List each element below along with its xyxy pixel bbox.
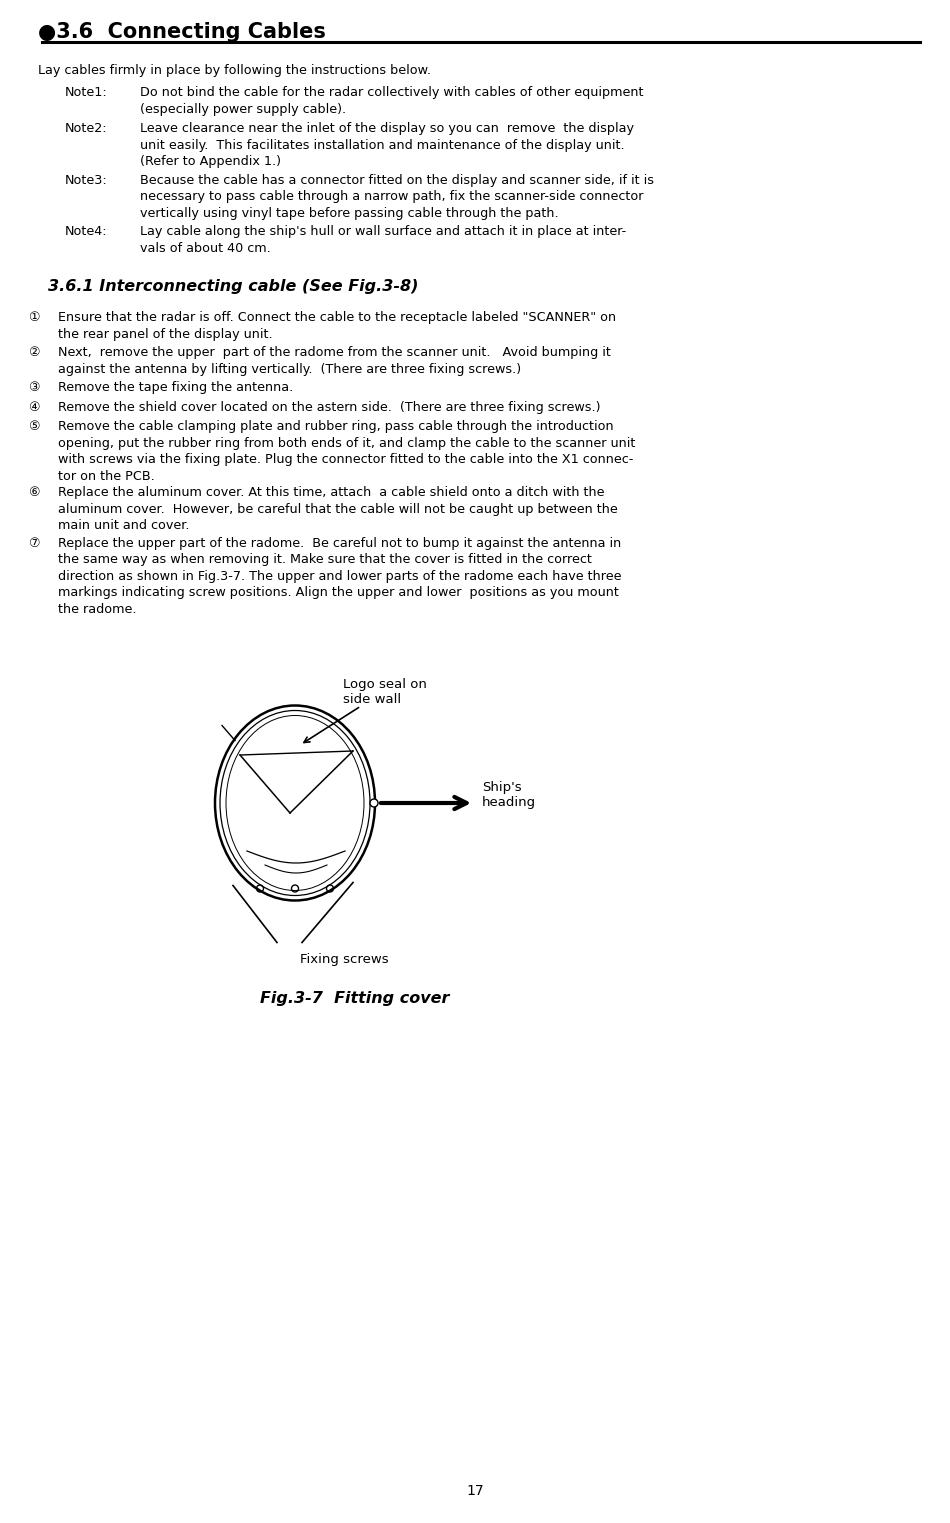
Text: Remove the cable clamping plate and rubber ring, pass cable through the introduc: Remove the cable clamping plate and rubb… xyxy=(58,420,636,483)
Text: Lay cables firmly in place by following the instructions below.: Lay cables firmly in place by following … xyxy=(38,64,431,78)
Text: Replace the aluminum cover. At this time, attach  a cable shield onto a ditch wi: Replace the aluminum cover. At this time… xyxy=(58,486,618,532)
Text: Remove the tape fixing the antenna.: Remove the tape fixing the antenna. xyxy=(58,381,294,394)
Circle shape xyxy=(370,800,378,807)
Text: Next,  remove the upper  part of the radome from the scanner unit.   Avoid bumpi: Next, remove the upper part of the radom… xyxy=(58,346,611,376)
Text: Logo seal on
side wall: Logo seal on side wall xyxy=(343,678,427,707)
Text: Fig.3-7  Fitting cover: Fig.3-7 Fitting cover xyxy=(260,990,449,1005)
Text: Ship's
heading: Ship's heading xyxy=(482,781,536,809)
Text: ⑤: ⑤ xyxy=(28,420,39,433)
Text: ③: ③ xyxy=(28,381,39,394)
Text: ④: ④ xyxy=(28,401,39,414)
Text: Note4:: Note4: xyxy=(65,225,107,238)
Text: Because the cable has a connector fitted on the display and scanner side, if it : Because the cable has a connector fitted… xyxy=(140,174,654,219)
Text: Note1:: Note1: xyxy=(65,85,107,99)
Text: ②: ② xyxy=(28,346,39,359)
Text: Fixing screws: Fixing screws xyxy=(300,952,389,966)
Text: ⑥: ⑥ xyxy=(28,486,39,500)
Text: Do not bind the cable for the radar collectively with cables of other equipment
: Do not bind the cable for the radar coll… xyxy=(140,85,643,116)
Text: Note3:: Note3: xyxy=(65,174,107,186)
Text: Lay cable along the ship's hull or wall surface and attach it in place at inter-: Lay cable along the ship's hull or wall … xyxy=(140,225,626,254)
Text: 17: 17 xyxy=(466,1483,484,1499)
Text: 3.6.1 Interconnecting cable (See Fig.3-8): 3.6.1 Interconnecting cable (See Fig.3-8… xyxy=(48,279,419,294)
Text: ●3.6  Connecting Cables: ●3.6 Connecting Cables xyxy=(38,21,326,43)
Text: ⑦: ⑦ xyxy=(28,536,39,550)
Text: Ensure that the radar is off. Connect the cable to the receptacle labeled "SCANN: Ensure that the radar is off. Connect th… xyxy=(58,311,617,341)
Text: Leave clearance near the inlet of the display so you can  remove  the display
un: Leave clearance near the inlet of the di… xyxy=(140,122,634,168)
Text: Replace the upper part of the radome.  Be careful not to bump it against the ant: Replace the upper part of the radome. Be… xyxy=(58,536,621,615)
Text: Remove the shield cover located on the astern side.  (There are three fixing scr: Remove the shield cover located on the a… xyxy=(58,401,600,414)
Text: Note2:: Note2: xyxy=(65,122,107,136)
Text: ①: ① xyxy=(28,311,39,324)
